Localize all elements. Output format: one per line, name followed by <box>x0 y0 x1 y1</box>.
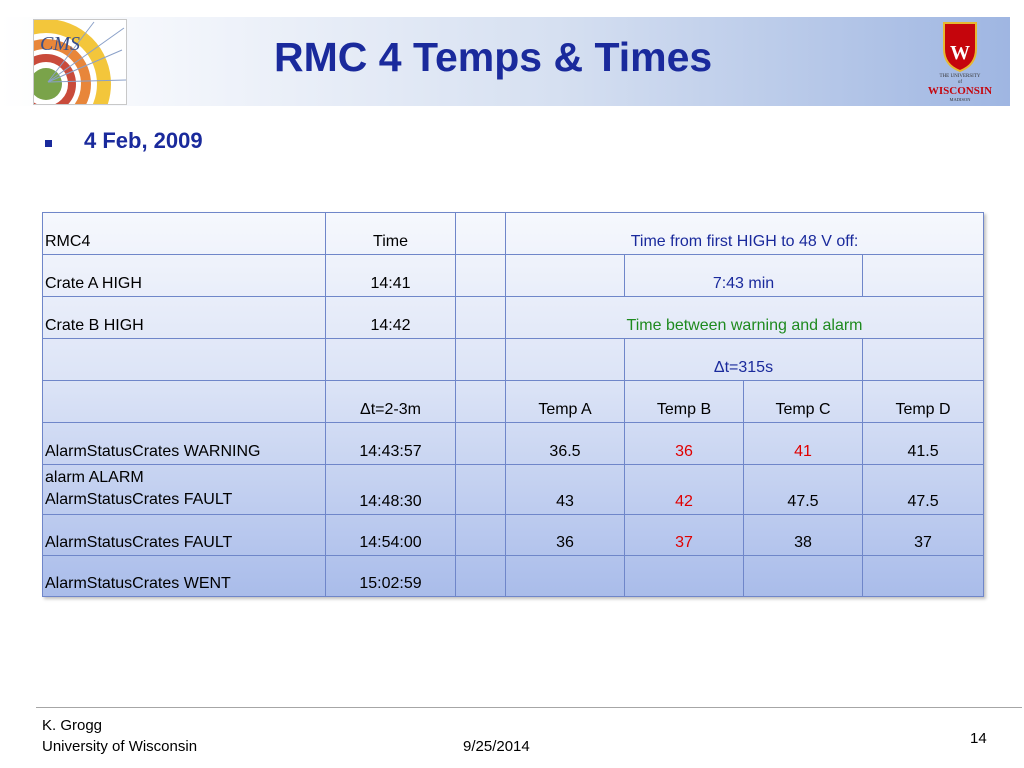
row-label: Crate B HIGH <box>42 296 326 339</box>
time-cell: Δt=2-3m <box>325 380 456 423</box>
row-label: AlarmStatusCrates WENT <box>42 555 326 597</box>
table-row: alarm ALARM AlarmStatusCrates FAULT 14:48… <box>42 464 985 515</box>
row-label: AlarmStatusCrates WARNING <box>42 422 326 465</box>
empty-cell <box>455 212 506 255</box>
footer-institution: University of Wisconsin <box>42 738 198 755</box>
column-header-temp-b: Temp B <box>624 380 744 423</box>
merged-note-cell: 7:43 min <box>624 254 863 297</box>
footer-date: 9/25/2014 <box>463 738 530 755</box>
time-cell <box>325 338 456 381</box>
timing-table: RMC4 Time Time from first HIGH to 48 V o… <box>42 212 985 597</box>
cms-logo: CMS <box>33 19 127 105</box>
header-band <box>0 17 1010 106</box>
uw-logo: W THE UNIVERSITY of WISCONSIN MADISON <box>918 19 1002 103</box>
temp-a-cell: 43 <box>505 464 625 515</box>
table-row: Δt=315s <box>42 338 985 381</box>
time-cell: 14:42 <box>325 296 456 339</box>
empty-cell <box>505 254 625 297</box>
time-cell: 14:54:00 <box>325 514 456 556</box>
temp-a-cell: 36 <box>505 514 625 556</box>
merged-note-cell: Time from first HIGH to 48 V off: <box>504 212 985 255</box>
table-row: Crate A HIGH 14:41 7:43 min <box>42 254 985 297</box>
svg-text:of: of <box>958 80 963 85</box>
empty-cell <box>455 338 506 381</box>
column-header-temp-a: Temp A <box>505 380 625 423</box>
temp-d-cell: 41.5 <box>861 422 985 465</box>
empty-cell <box>455 296 506 339</box>
table-row: AlarmStatusCrates WARNING 14:43:57 36.5 … <box>42 422 985 465</box>
row-label: Crate A HIGH <box>42 254 326 297</box>
table-row: Crate B HIGH 14:42 Time between warning … <box>42 296 985 339</box>
merged-note-cell: Δt=315s <box>624 338 863 381</box>
time-cell: 14:41 <box>325 254 456 297</box>
empty-cell <box>861 254 985 297</box>
time-cell: 14:43:57 <box>325 422 456 465</box>
table-row: AlarmStatusCrates WENT 15:02:59 <box>42 555 985 597</box>
empty-cell <box>505 338 625 381</box>
empty-cell <box>455 514 506 556</box>
merged-note-cell: Time between warning and alarm <box>504 296 985 339</box>
temp-d-cell: 37 <box>861 514 985 556</box>
time-cell: 14:48:30 <box>325 464 456 515</box>
temp-c-cell: 41 <box>743 422 863 465</box>
empty-cell <box>861 555 985 597</box>
svg-text:W: W <box>950 42 970 64</box>
temp-b-cell: 42 <box>624 464 744 515</box>
empty-cell <box>743 555 863 597</box>
temp-d-cell: 47.5 <box>861 464 985 515</box>
temp-b-cell: 36 <box>624 422 744 465</box>
temp-b-cell: 37 <box>624 514 744 556</box>
empty-cell <box>505 555 625 597</box>
svg-text:MADISON: MADISON <box>949 97 971 102</box>
page-number: 14 <box>970 730 987 747</box>
temp-a-cell: 36.5 <box>505 422 625 465</box>
row-label-line: alarm ALARM <box>45 469 144 486</box>
row-label: alarm ALARM AlarmStatusCrates FAULT <box>42 464 326 515</box>
table-row: Δt=2-3m Temp A Temp B Temp C Temp D <box>42 380 985 423</box>
footer-author: K. Grogg <box>42 717 103 734</box>
row-label-line: AlarmStatusCrates FAULT <box>45 491 233 508</box>
row-label <box>42 338 326 381</box>
time-cell: 15:02:59 <box>325 555 456 597</box>
slide-title: RMC 4 Temps & Times <box>274 34 713 80</box>
row-label: RMC4 <box>42 212 326 255</box>
empty-cell <box>455 422 506 465</box>
table-row: RMC4 Time Time from first HIGH to 48 V o… <box>42 212 985 255</box>
time-cell: Time <box>325 212 456 255</box>
empty-cell <box>455 380 506 423</box>
svg-text:THE UNIVERSITY: THE UNIVERSITY <box>940 74 981 79</box>
row-label <box>42 380 326 423</box>
temp-c-cell: 38 <box>743 514 863 556</box>
bullet-square-icon <box>45 140 52 147</box>
empty-cell <box>455 464 506 515</box>
svg-text:WISCONSIN: WISCONSIN <box>928 85 992 97</box>
column-header-temp-d: Temp D <box>861 380 985 423</box>
empty-cell <box>624 555 744 597</box>
empty-cell <box>455 555 506 597</box>
table-row: AlarmStatusCrates FAULT 14:54:00 36 37 3… <box>42 514 985 556</box>
empty-cell <box>861 338 985 381</box>
empty-cell <box>455 254 506 297</box>
svg-text:CMS: CMS <box>40 33 80 55</box>
date-bullet: 4 Feb, 2009 <box>84 128 203 153</box>
footer-divider <box>36 707 1022 708</box>
column-header-temp-c: Temp C <box>743 380 863 423</box>
row-label: AlarmStatusCrates FAULT <box>42 514 326 556</box>
temp-c-cell: 47.5 <box>743 464 863 515</box>
